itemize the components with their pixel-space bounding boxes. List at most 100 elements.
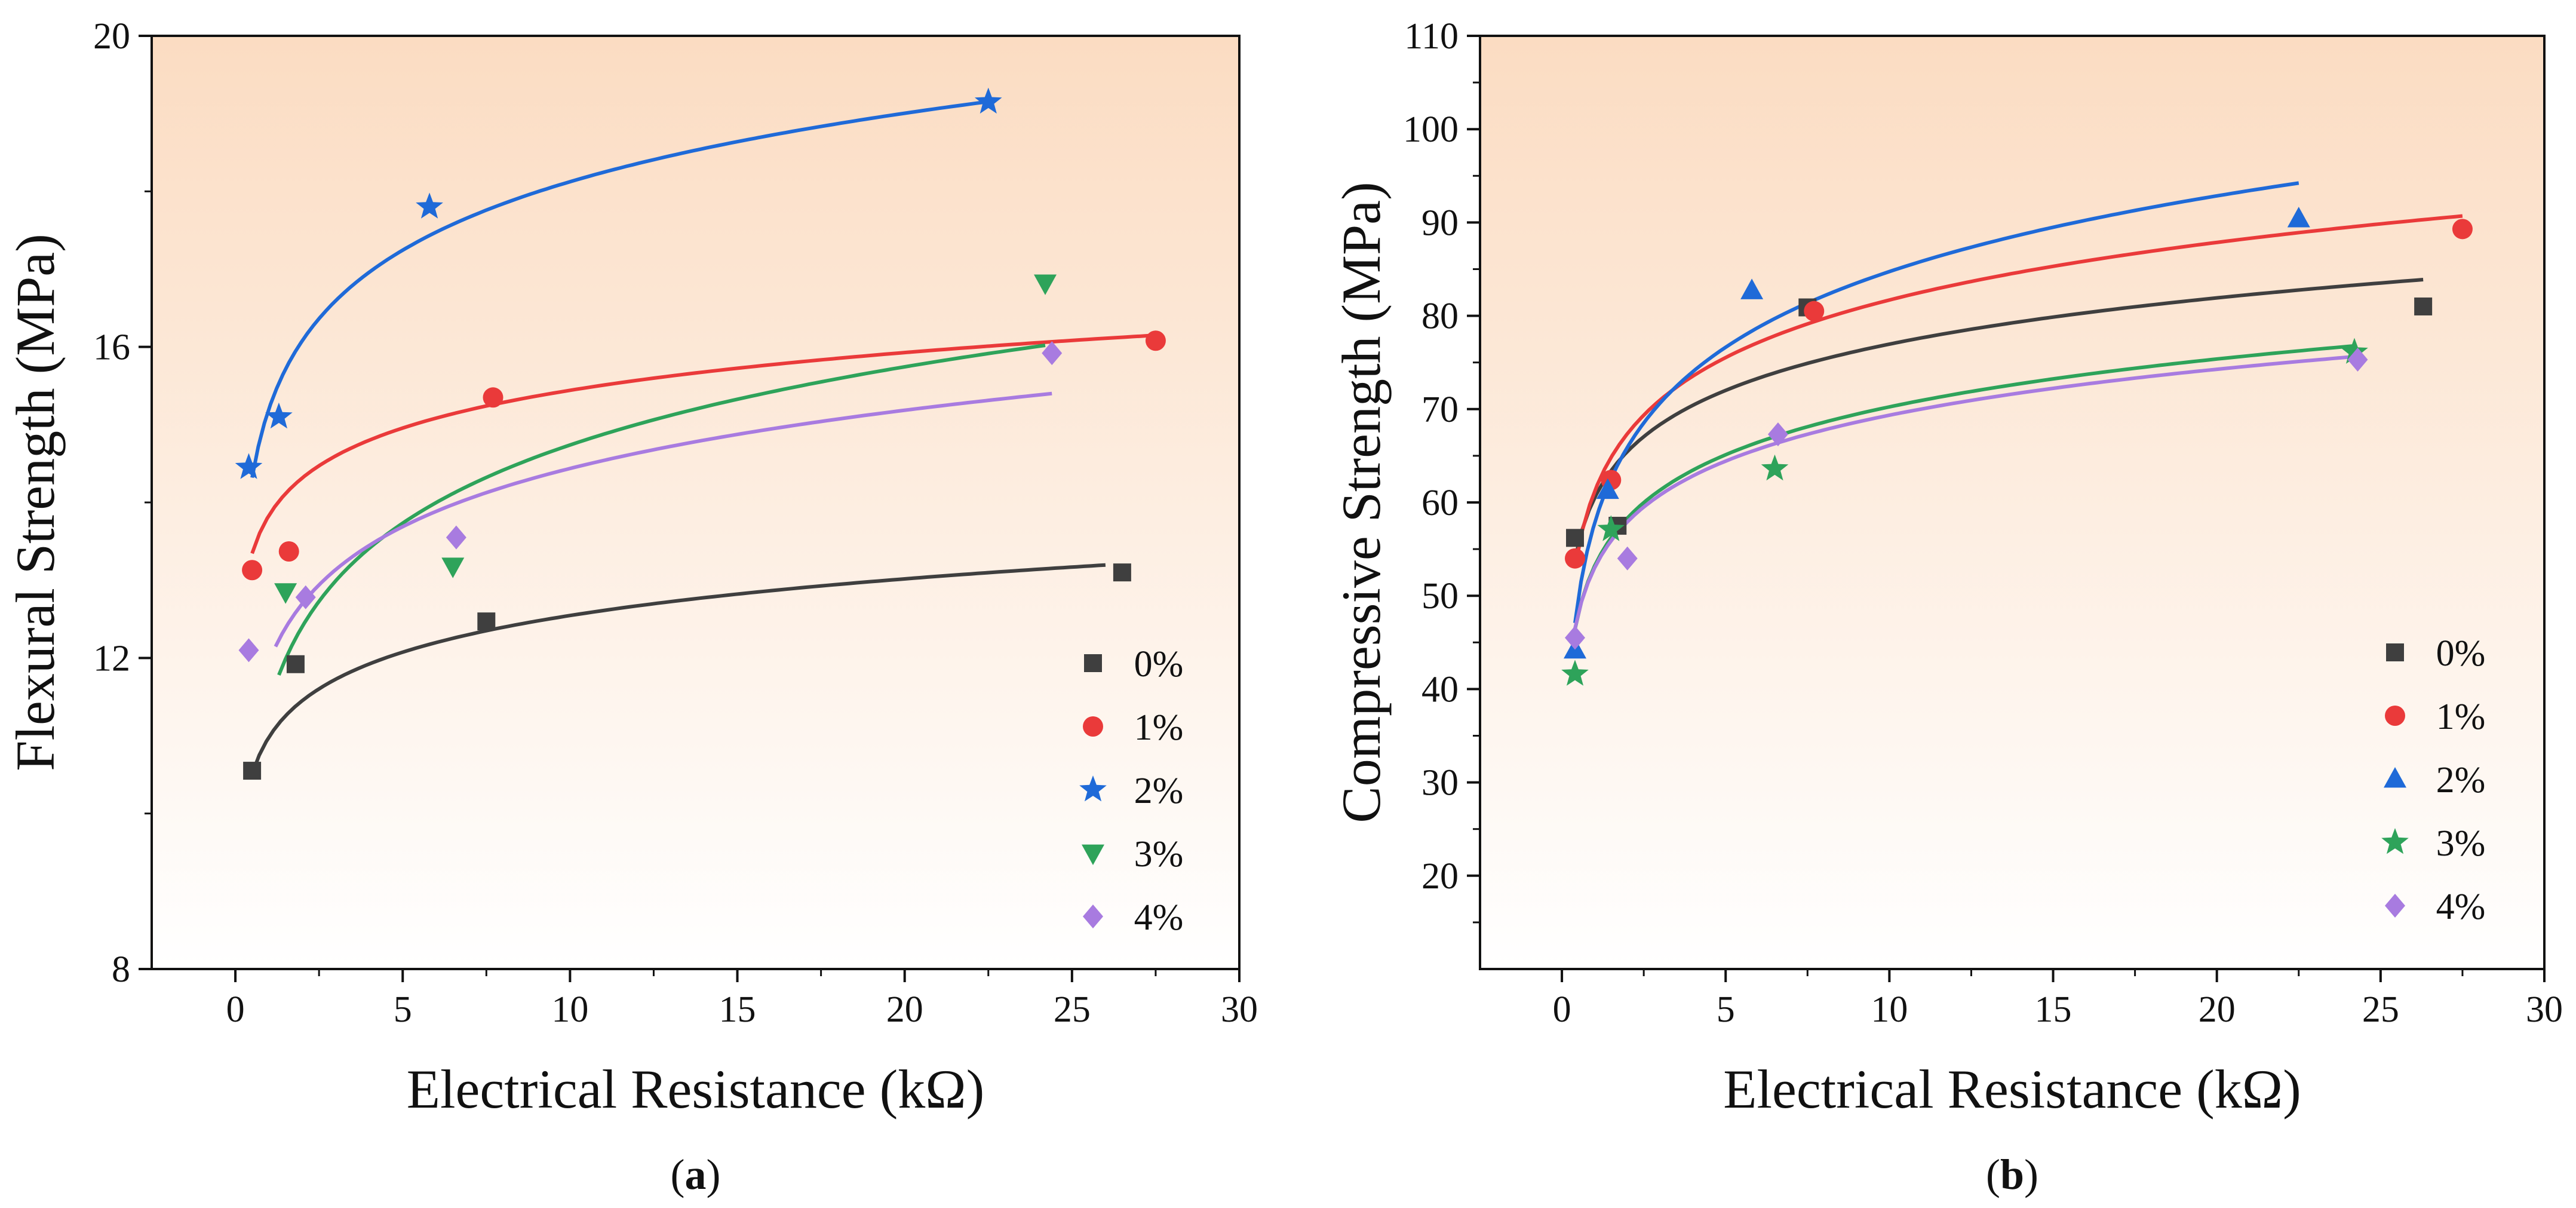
legend-marker-1pct (1083, 716, 1103, 737)
y-tick-label: 80 (1421, 296, 1459, 337)
data-point-0pct (1566, 529, 1585, 547)
x-tick-label: 0 (226, 989, 245, 1030)
x-tick-label: 10 (1871, 989, 1908, 1030)
data-point-1pct (1565, 548, 1586, 569)
y-tick-label: 40 (1421, 669, 1459, 710)
data-point-1pct (483, 387, 503, 408)
x-tick-label: 5 (1717, 989, 1735, 1030)
data-point-3pct (1761, 454, 1789, 481)
data-point-3pct (274, 583, 297, 604)
data-point-1pct (1145, 330, 1166, 351)
y-tick-label: 16 (93, 327, 130, 368)
x-tick-label: 20 (2199, 989, 2236, 1030)
legend-marker-0pct (1084, 654, 1102, 672)
data-point-2pct (974, 87, 1002, 114)
chart-panel-b: 0 5 10 15 20 25 30 20 30 40 50 60 70 80 90 100 110 Electr… (1331, 16, 2563, 1198)
fit-curve-2pct (1573, 181, 2299, 624)
legend-label: 3% (1134, 834, 1184, 875)
y-tick-label: 50 (1421, 576, 1459, 617)
legend-marker-0pct (2386, 643, 2404, 661)
data-point-0pct (2414, 297, 2433, 315)
data-point-3pct (1561, 660, 1589, 686)
legend-label: 0% (1134, 644, 1184, 685)
data-point-4pct (1617, 546, 1638, 571)
data-point-3pct (2341, 338, 2368, 364)
legend-label: 4% (1134, 897, 1184, 938)
y-tick-label: 110 (1404, 16, 1459, 57)
legend-label: 1% (1134, 707, 1184, 748)
data-point-4pct (2347, 348, 2368, 372)
legend-marker-4pct (2385, 894, 2405, 918)
y-tick-label: 100 (1403, 109, 1459, 150)
data-point-4pct (238, 638, 259, 663)
data-point-3pct (1597, 515, 1625, 541)
fit-curve-3pct (1573, 344, 2355, 630)
x-tick-label: 30 (2526, 989, 2563, 1030)
x-tick-label: 20 (886, 989, 923, 1030)
panel-caption: (a) (671, 1151, 721, 1198)
data-point-2pct (265, 402, 293, 429)
fit-curve-1pct (1573, 214, 2463, 568)
legend-label: 0% (2436, 633, 2486, 674)
data-point-2pct (1740, 278, 1764, 299)
data-point-4pct (295, 585, 316, 609)
legend-marker-3pct (1082, 844, 1104, 865)
data-point-4pct (446, 525, 466, 550)
x-tick-label: 25 (2362, 989, 2399, 1030)
legend-label: 2% (1134, 771, 1184, 811)
data-point-0pct (286, 655, 305, 673)
y-tick-label: 70 (1421, 390, 1459, 430)
data-point-2pct (416, 192, 443, 219)
x-tick-label: 0 (1553, 989, 1571, 1030)
data-point-0pct (477, 612, 496, 631)
fit-curve-4pct (1573, 354, 2358, 629)
legend-label: 3% (2436, 823, 2486, 864)
legend-marker-2pct (1079, 775, 1107, 802)
legend-marker-1pct (2385, 706, 2405, 726)
x-tick-label: 5 (394, 989, 412, 1030)
y-axis-title: Compressive Strength (MPa) (1331, 182, 1392, 823)
data-point-3pct (1034, 274, 1057, 295)
y-tick-label: 30 (1421, 763, 1459, 804)
y-tick-label: 12 (93, 638, 130, 679)
fit-curve-0pct (1573, 278, 2424, 560)
plot-background (1480, 36, 2544, 969)
data-point-1pct (278, 541, 299, 562)
x-tick-label: 15 (2035, 989, 2072, 1030)
data-point-0pct (1113, 563, 1131, 582)
y-tick-label: 20 (93, 16, 130, 57)
data-point-1pct (2452, 219, 2473, 240)
fit-curve-4pct (274, 391, 1052, 648)
legend: 0% 1% 2% 3% 4% (1079, 644, 1183, 938)
legend-label: 2% (2436, 760, 2486, 801)
data-point-4pct (1767, 422, 1788, 446)
x-axis-title: Electrical Resistance (kΩ) (1723, 1059, 2301, 1120)
legend-label: 1% (2436, 697, 2486, 737)
chart-panel-a: 0 5 10 15 20 25 30 8 12 16 20 Electrical Resistance… (5, 16, 1258, 1198)
fit-curve-3pct (277, 344, 1046, 676)
legend-marker-2pct (2384, 767, 2406, 788)
fit-curve-1pct (250, 333, 1156, 554)
x-tick-label: 10 (551, 989, 588, 1030)
x-axis-title: Electrical Resistance (kΩ) (407, 1059, 984, 1120)
data-point-0pct (243, 762, 262, 780)
fit-curve-0pct (250, 563, 1106, 775)
data-point-1pct (242, 560, 263, 581)
data-point-4pct (1042, 341, 1063, 366)
panel-caption: (b) (1986, 1151, 2038, 1198)
plot-background (152, 36, 1239, 969)
x-tick-label: 25 (1054, 989, 1091, 1030)
data-point-1pct (1804, 301, 1825, 321)
y-tick-label: 60 (1421, 483, 1459, 523)
data-point-3pct (441, 557, 465, 578)
legend-label: 4% (2436, 887, 2486, 927)
data-point-2pct (1596, 478, 1619, 499)
x-tick-label: 15 (719, 989, 756, 1030)
y-tick-label: 20 (1421, 856, 1459, 897)
data-point-4pct (1565, 626, 1586, 650)
data-point-2pct (235, 453, 263, 479)
fit-curve-2pct (250, 100, 989, 478)
legend: 0% 1% 2% 3% 4% (2381, 633, 2485, 927)
y-tick-label: 8 (112, 949, 130, 990)
